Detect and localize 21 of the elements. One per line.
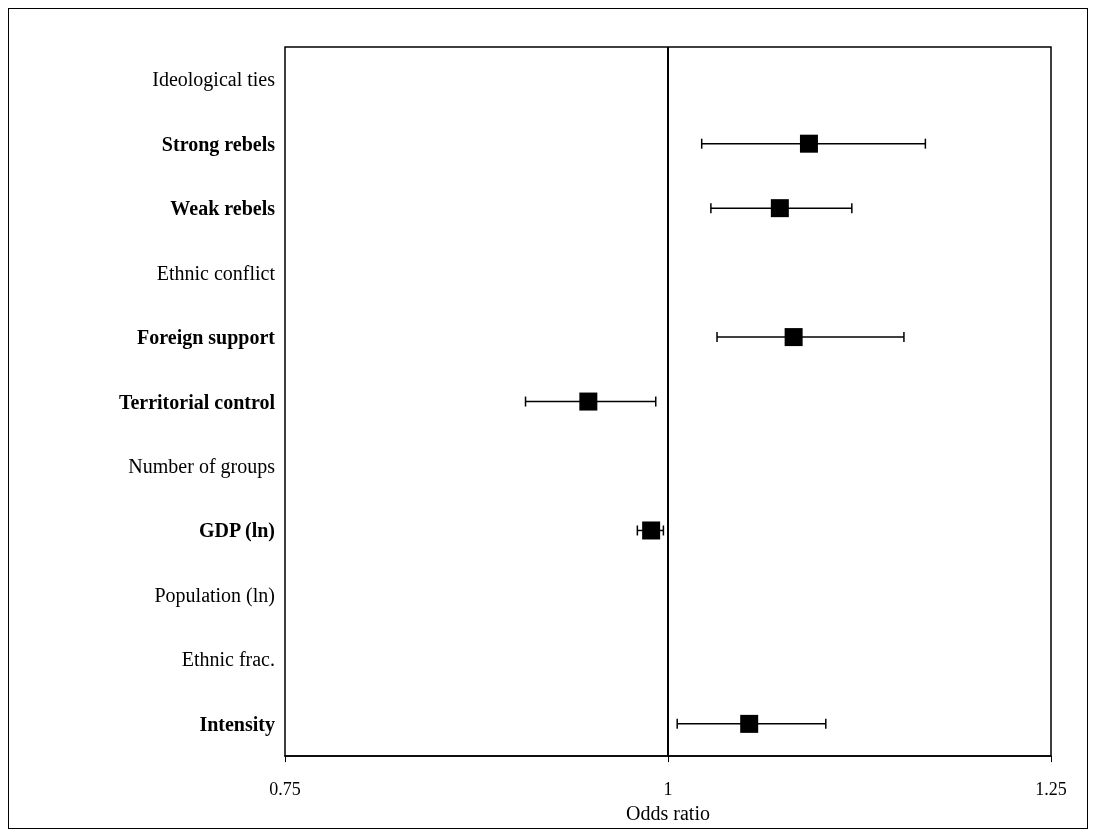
y-tick-label: Ethnic frac. (181, 648, 275, 671)
y-tick-label: Territorial control (118, 390, 276, 413)
point (642, 521, 661, 540)
y-tick-label: Number of groups (128, 455, 276, 479)
y-tick-label: Foreign support (137, 326, 276, 350)
point (579, 392, 598, 411)
y-tick-label: Intensity (199, 712, 275, 736)
y-tick-label: GDP (ln) (198, 519, 275, 543)
point (784, 328, 803, 347)
y-tick-label: Ideological ties (152, 68, 276, 92)
x-tick-label: 0.75 (269, 779, 301, 800)
point (799, 134, 818, 153)
x-axis-title: Odds ratio (626, 802, 710, 824)
y-tick-label: Strong rebels (161, 132, 276, 156)
y-tick-label: Ethnic conflict (156, 261, 276, 284)
y-tick-label: Population (ln) (154, 583, 275, 607)
x-tick-label: 1.25 (1035, 779, 1067, 800)
point (770, 199, 789, 218)
y-tick-label: Weak rebels (170, 197, 276, 220)
x-tick-label: 1 (663, 779, 673, 800)
point (740, 714, 759, 733)
